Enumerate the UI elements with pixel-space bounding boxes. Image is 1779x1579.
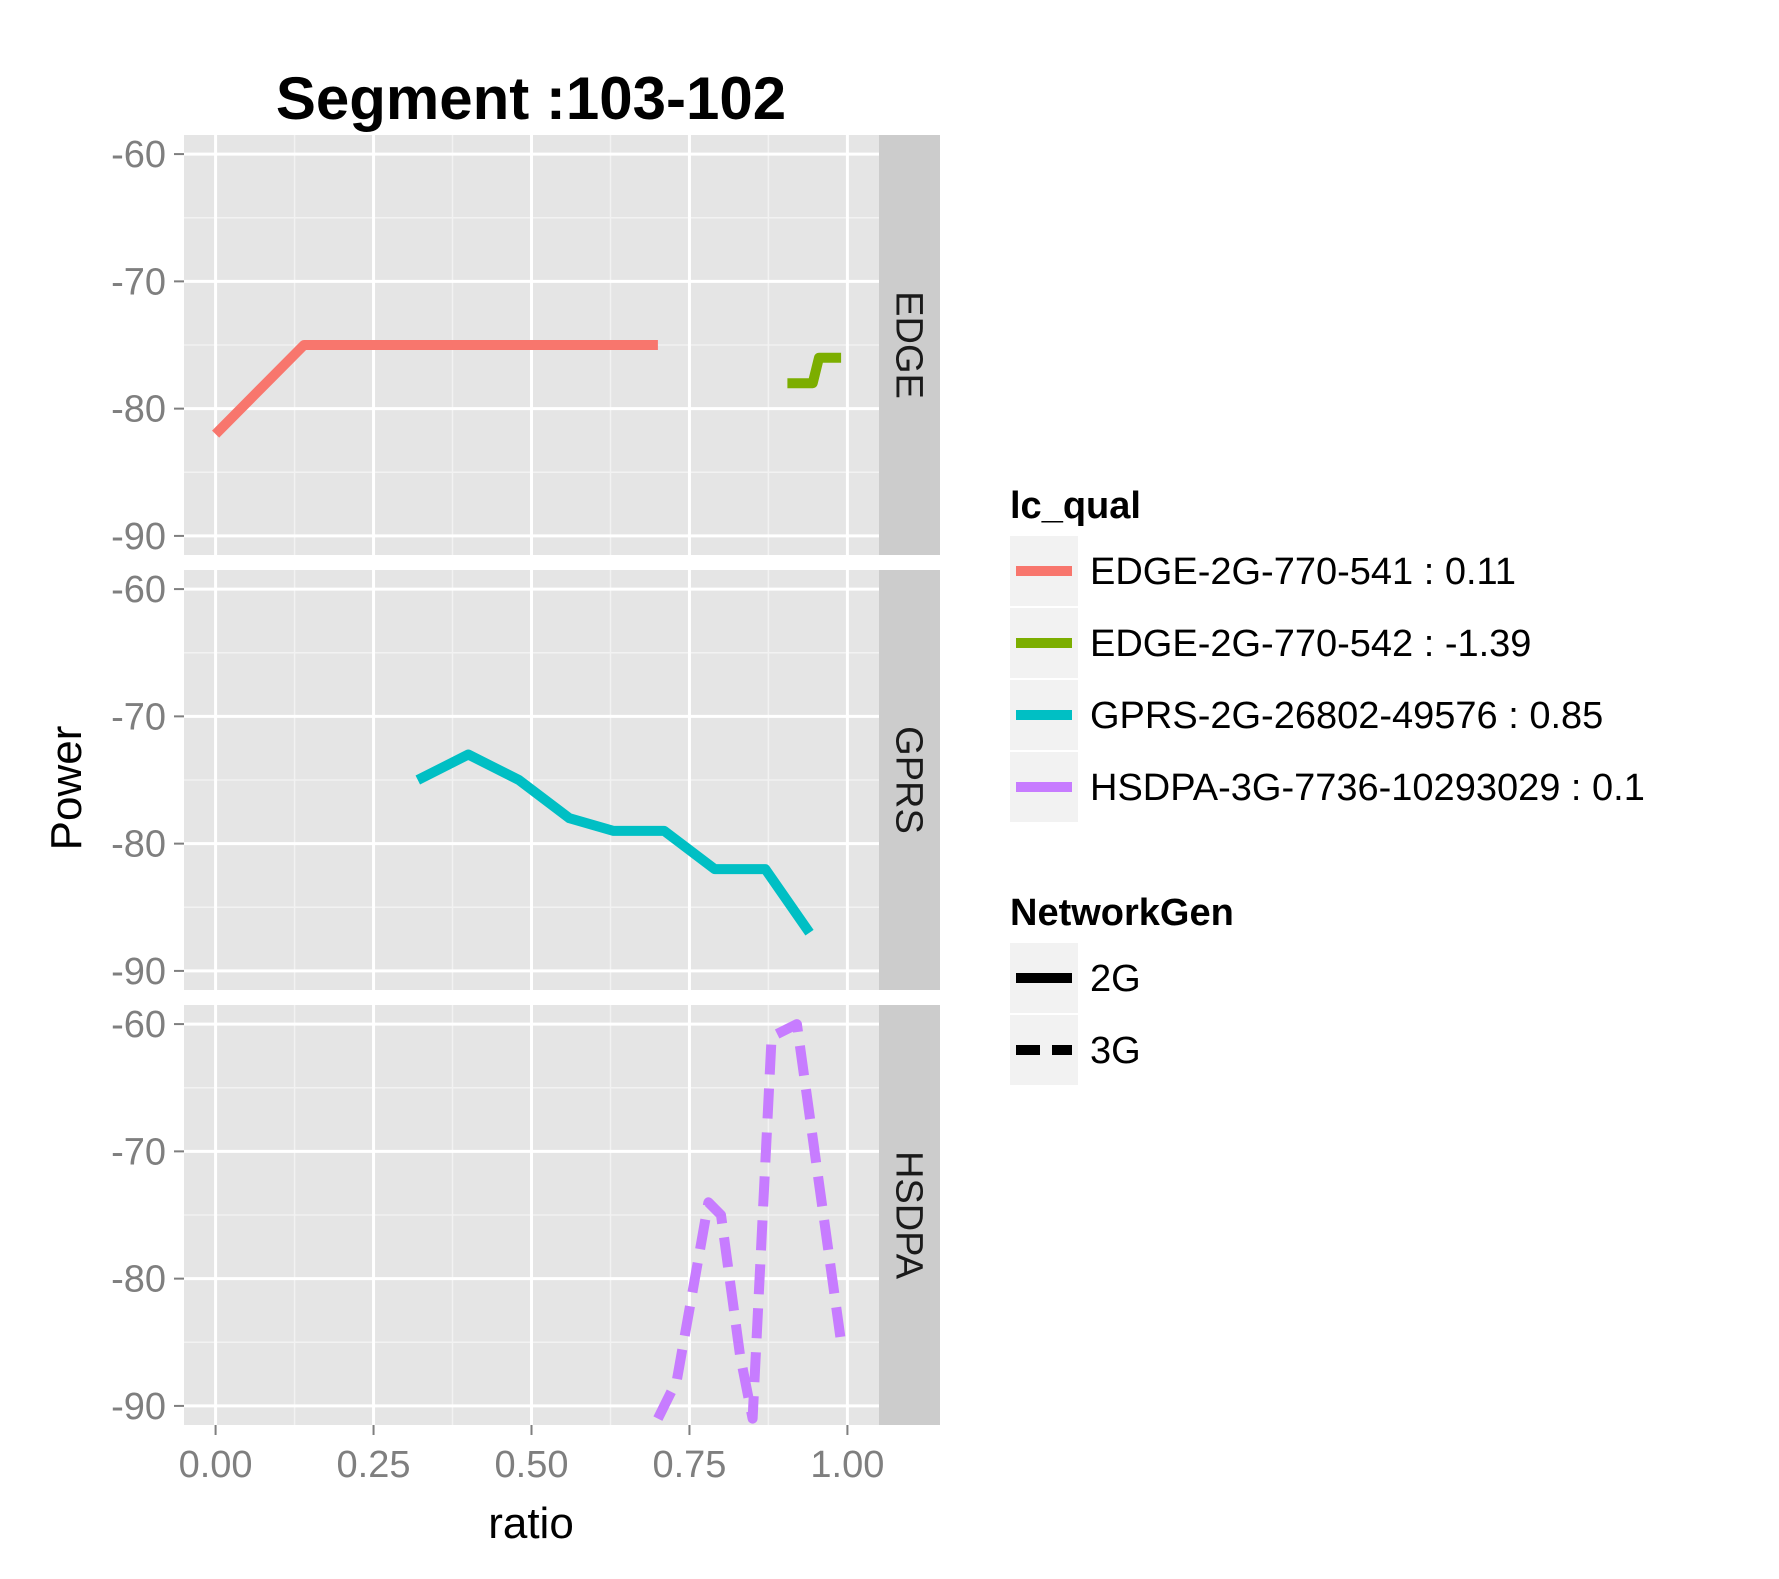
legend-title: NetworkGen xyxy=(1010,892,1234,934)
legend-label: GPRS-2G-26802-49576 : 0.85 xyxy=(1090,695,1603,737)
x-tick-label: 0.00 xyxy=(179,1444,253,1486)
facet-panel-hsdpa: HSDPA -60 -70 -80 -90 xyxy=(111,1004,940,1428)
y-tick-label: -80 xyxy=(111,389,166,431)
y-tick-label: -90 xyxy=(111,1386,166,1428)
facet-panel-gprs: GPRS -60 -70 -80 -90 xyxy=(111,569,940,993)
y-tick-label: -90 xyxy=(111,951,166,993)
legend-entry: EDGE-2G-770-542 : -1.39 xyxy=(1010,608,1531,678)
legend-entry: GPRS-2G-26802-49576 : 0.85 xyxy=(1010,680,1603,750)
y-tick-label: -80 xyxy=(111,1259,166,1301)
legend-entry: EDGE-2G-770-541 : 0.11 xyxy=(1010,536,1516,606)
legend-label: EDGE-2G-770-542 : -1.39 xyxy=(1090,623,1531,665)
series-line-edge-2g-770-542-1-39 xyxy=(787,352,842,389)
y-tick-label: -60 xyxy=(111,1004,166,1046)
y-tick-label: -90 xyxy=(111,516,166,558)
facet-strip-label: HSDPA xyxy=(888,1151,930,1280)
y-tick-label: -70 xyxy=(111,696,166,738)
x-tick-label: 1.00 xyxy=(810,1444,884,1486)
y-tick-label: -80 xyxy=(111,824,166,866)
y-tick-label: -70 xyxy=(111,261,166,303)
legend-label: 2G xyxy=(1090,958,1141,1000)
legend-label: EDGE-2G-770-541 : 0.11 xyxy=(1090,551,1516,593)
series-line-hsdpa-3g-7736-10293029-0-1 xyxy=(653,1019,847,1424)
chart-title: Segment :103-102 xyxy=(276,65,786,132)
legend-entry: 3G xyxy=(1010,1015,1141,1085)
series-line-gprs-2g-26802-49576-0-85 xyxy=(415,749,814,936)
y-axis-title: Power xyxy=(42,726,91,851)
facet-strip-label: EDGE xyxy=(888,291,930,399)
x-tick-label: 0.75 xyxy=(652,1444,726,1486)
x-tick-label: 0.50 xyxy=(495,1444,569,1486)
facet-panels: EDGE -60 -70 -80 -90 GPRS -60 -70 -80 -90 HSDPA -60… xyxy=(111,134,940,1486)
facet-strip-label: GPRS xyxy=(888,726,930,834)
y-tick-label: -60 xyxy=(111,134,166,176)
series-line-edge-2g-770-541-0-11 xyxy=(212,340,658,438)
x-tick-label: 0.25 xyxy=(337,1444,411,1486)
facet-strip xyxy=(879,1005,940,1425)
legend-entry: HSDPA-3G-7736-10293029 : 0.1 xyxy=(1010,752,1645,822)
legend-entry: 2G xyxy=(1010,943,1141,1013)
y-tick-label: -70 xyxy=(111,1131,166,1173)
facet-panel-edge: EDGE -60 -70 -80 -90 xyxy=(111,134,940,558)
legend-networkgen: NetworkGen 2G 3G xyxy=(1010,892,1234,1085)
x-axis: 0.00 0.25 0.50 0.75 1.00 xyxy=(179,1425,884,1486)
legend-area: lc_qual EDGE-2G-770-541 : 0.11 EDGE-2G-770… xyxy=(1010,485,1645,1085)
x-axis-title: ratio xyxy=(488,1499,574,1548)
facet-strip xyxy=(879,135,940,555)
legend-lc-qual: lc_qual EDGE-2G-770-541 : 0.11 EDGE-2G-770… xyxy=(1010,485,1645,822)
y-tick-label: -60 xyxy=(111,569,166,611)
legend-title: lc_qual xyxy=(1010,485,1141,527)
facet-strip xyxy=(879,570,940,990)
legend-label: HSDPA-3G-7736-10293029 : 0.1 xyxy=(1090,767,1645,809)
legend-label: 3G xyxy=(1090,1030,1141,1072)
